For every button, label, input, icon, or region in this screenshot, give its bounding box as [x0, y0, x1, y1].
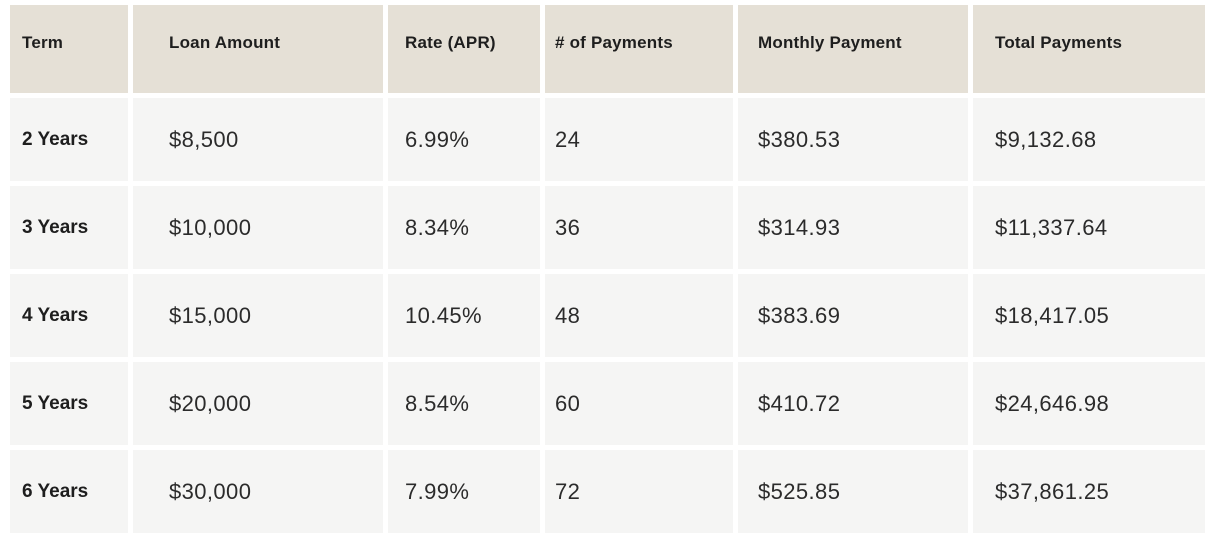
cell-term: 4 Years	[10, 274, 128, 357]
cell-loan-amount: $10,000	[133, 186, 383, 269]
table-row: 5 Years $20,000 8.54% 60 $410.72 $24,646…	[10, 362, 1205, 445]
cell-loan-amount: $15,000	[133, 274, 383, 357]
cell-rate-apr: 8.54%	[388, 362, 540, 445]
cell-num-payments: 72	[545, 450, 733, 533]
cell-rate-apr: 7.99%	[388, 450, 540, 533]
cell-rate-apr: 8.34%	[388, 186, 540, 269]
cell-loan-amount: $8,500	[133, 98, 383, 181]
cell-num-payments: 48	[545, 274, 733, 357]
cell-rate-apr: 6.99%	[388, 98, 540, 181]
table-row: 3 Years $10,000 8.34% 36 $314.93 $11,337…	[10, 186, 1205, 269]
cell-total-payments: $18,417.05	[973, 274, 1205, 357]
column-header-rate-apr: Rate (APR)	[388, 5, 540, 93]
cell-term: 6 Years	[10, 450, 128, 533]
cell-monthly-payment: $410.72	[738, 362, 968, 445]
column-header-loan-amount: Loan Amount	[133, 5, 383, 93]
column-header-num-payments: # of Payments	[545, 5, 733, 93]
cell-term: 3 Years	[10, 186, 128, 269]
table-row: 6 Years $30,000 7.99% 72 $525.85 $37,861…	[10, 450, 1205, 533]
cell-total-payments: $37,861.25	[973, 450, 1205, 533]
cell-loan-amount: $30,000	[133, 450, 383, 533]
table-row: 2 Years $8,500 6.99% 24 $380.53 $9,132.6…	[10, 98, 1205, 181]
cell-total-payments: $11,337.64	[973, 186, 1205, 269]
cell-total-payments: $9,132.68	[973, 98, 1205, 181]
header-row: Term Loan Amount Rate (APR) # of Payment…	[10, 5, 1205, 93]
cell-term: 2 Years	[10, 98, 128, 181]
loan-table-container: Term Loan Amount Rate (APR) # of Payment…	[5, 0, 1210, 538]
column-header-monthly-payment: Monthly Payment	[738, 5, 968, 93]
cell-rate-apr: 10.45%	[388, 274, 540, 357]
cell-monthly-payment: $380.53	[738, 98, 968, 181]
loan-comparison-table: Term Loan Amount Rate (APR) # of Payment…	[5, 0, 1210, 538]
column-header-term: Term	[10, 5, 128, 93]
column-header-total-payments: Total Payments	[973, 5, 1205, 93]
cell-monthly-payment: $314.93	[738, 186, 968, 269]
table-row: 4 Years $15,000 10.45% 48 $383.69 $18,41…	[10, 274, 1205, 357]
cell-monthly-payment: $383.69	[738, 274, 968, 357]
cell-num-payments: 24	[545, 98, 733, 181]
cell-num-payments: 60	[545, 362, 733, 445]
cell-loan-amount: $20,000	[133, 362, 383, 445]
cell-monthly-payment: $525.85	[738, 450, 968, 533]
cell-num-payments: 36	[545, 186, 733, 269]
cell-total-payments: $24,646.98	[973, 362, 1205, 445]
cell-term: 5 Years	[10, 362, 128, 445]
